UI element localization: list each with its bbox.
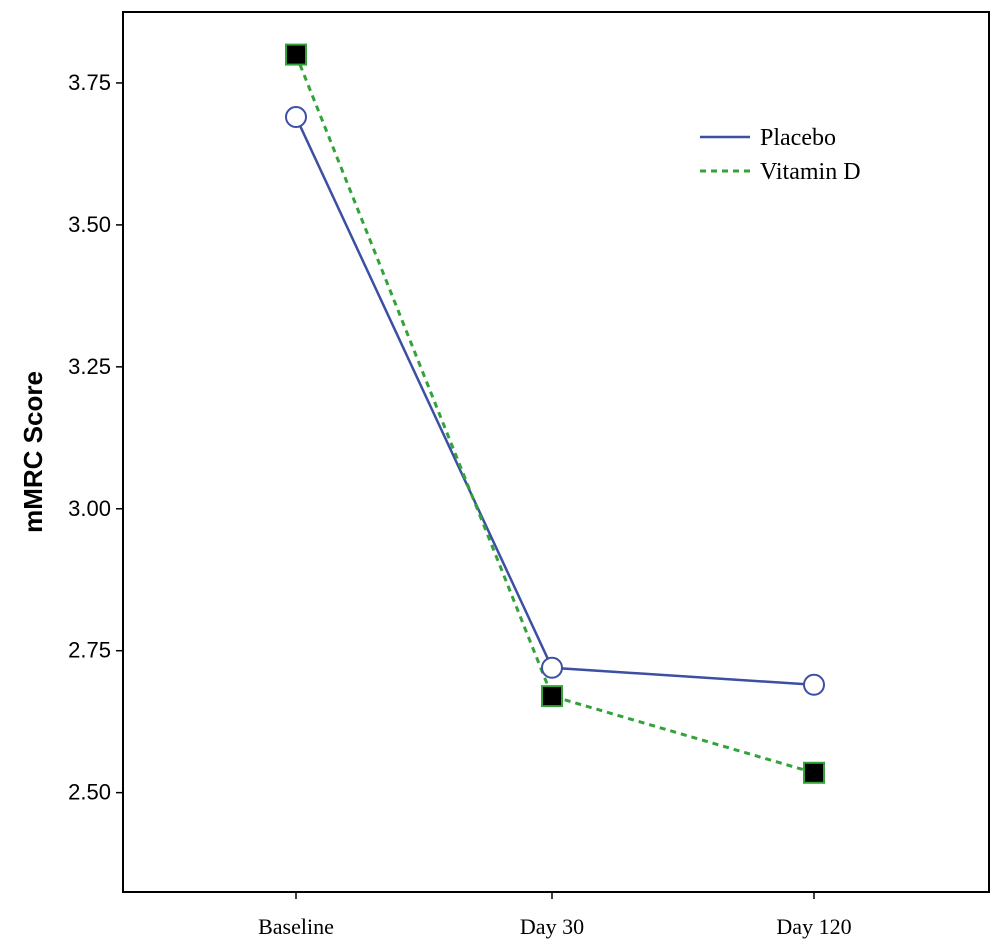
placebo-point bbox=[803, 673, 825, 696]
vitamin-d-point bbox=[285, 43, 307, 66]
x-tick-label: Baseline bbox=[258, 914, 334, 939]
legend-label-placebo: Placebo bbox=[760, 125, 836, 151]
y-tick-label: 3.25 bbox=[68, 354, 111, 379]
series-layer bbox=[285, 43, 825, 784]
series-line-vitamin-d bbox=[294, 54, 815, 775]
x-tick-label: Day 30 bbox=[520, 914, 584, 939]
legend: Placebo Vitamin D bbox=[700, 125, 861, 185]
y-tick-label: 3.75 bbox=[68, 70, 111, 95]
series-line-placebo bbox=[294, 116, 815, 687]
placebo-point bbox=[541, 656, 563, 679]
vitamin-d-point bbox=[803, 761, 825, 784]
y-tick-label: 2.50 bbox=[68, 780, 111, 805]
y-axis-ticks: 2.50 2.75 3.00 3.25 3.50 3.75 bbox=[68, 70, 123, 805]
vitamin-d-point bbox=[541, 685, 563, 708]
y-tick-label: 2.75 bbox=[68, 638, 111, 663]
plot-area-frame bbox=[122, 11, 990, 893]
x-tick-label: Day 120 bbox=[776, 914, 851, 939]
y-tick-label: 3.00 bbox=[68, 496, 111, 521]
legend-label-vitamin-d: Vitamin D bbox=[760, 159, 861, 185]
x-axis-ticks: Baseline Day 30 Day 120 bbox=[258, 892, 852, 939]
y-tick-label: 3.50 bbox=[68, 212, 111, 237]
placebo-point bbox=[285, 106, 307, 129]
y-axis-title: mMRC Score bbox=[18, 371, 48, 533]
